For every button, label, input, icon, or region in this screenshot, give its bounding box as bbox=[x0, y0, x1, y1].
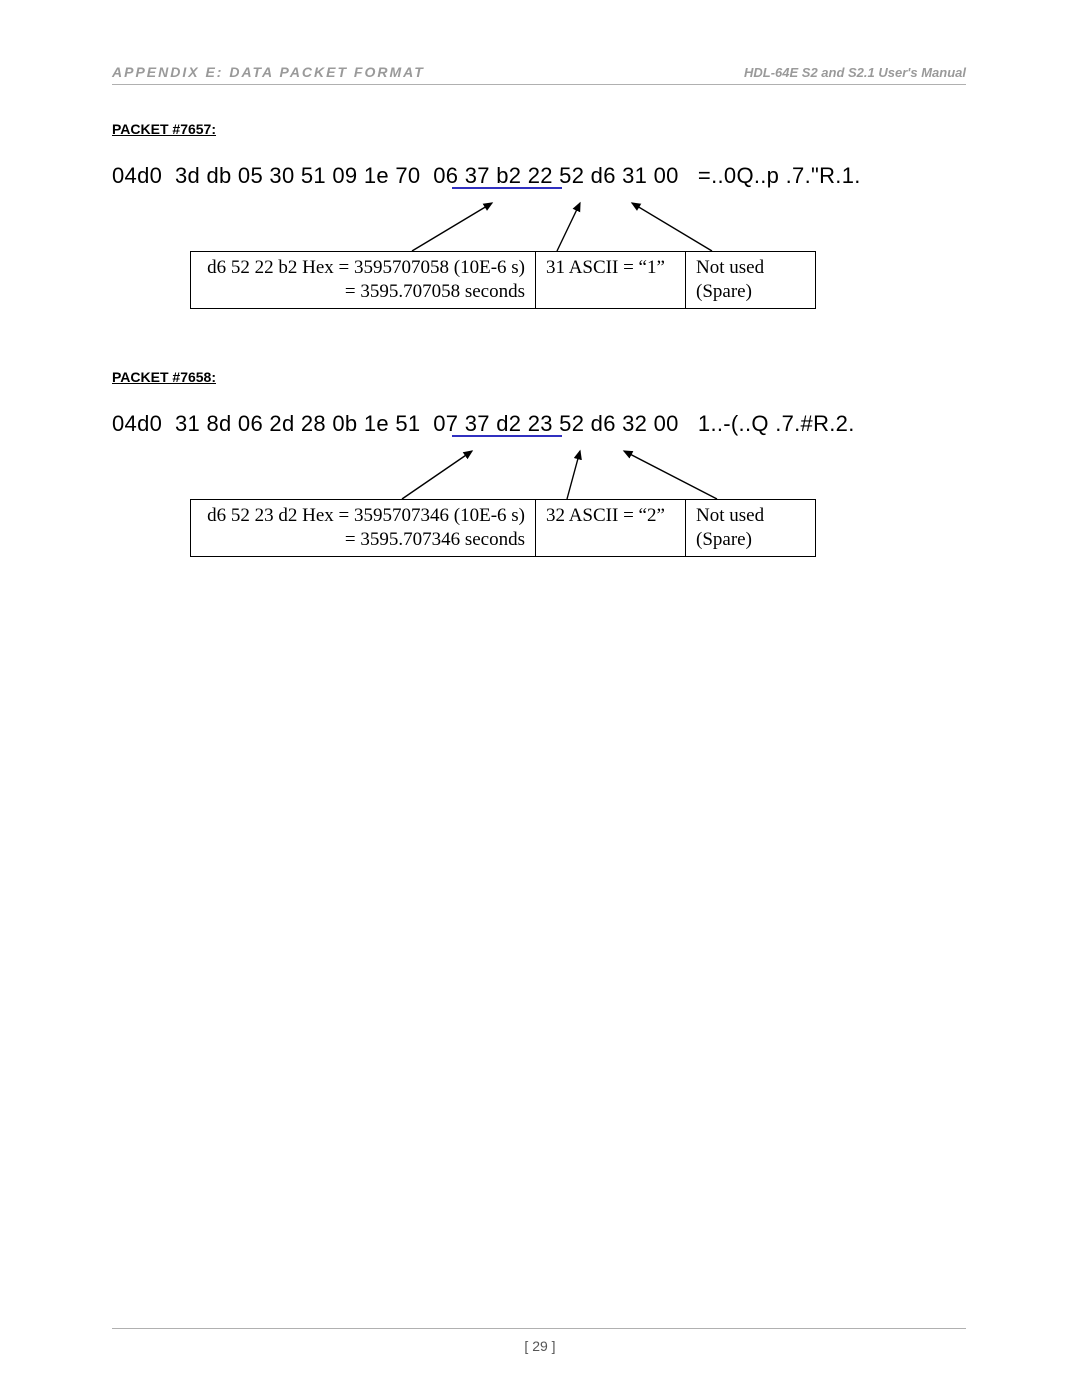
packet-1-cell-hex: d6 52 22 b2 Hex = 3595707058 (10E-6 s) =… bbox=[191, 252, 536, 309]
packet-2-cell-hex: d6 52 23 d2 Hex = 3595707346 (10E-6 s) =… bbox=[191, 500, 536, 557]
packet-1-diagram: d6 52 22 b2 Hex = 3595707058 (10E-6 s) =… bbox=[112, 193, 966, 323]
page-number: [ 29 ] bbox=[0, 1338, 1080, 1354]
packet-1-label: PACKET #7657: bbox=[112, 121, 966, 137]
text: Not used bbox=[696, 257, 764, 278]
text: Not used bbox=[696, 505, 764, 526]
packet-2-underline bbox=[452, 435, 562, 437]
packet-2-cell-ascii: 32 ASCII = “2” bbox=[536, 500, 686, 557]
text: d6 52 22 b2 Hex = 3595707058 (10E-6 s) bbox=[207, 257, 525, 278]
packet-2-cell-spare: Not used (Spare) bbox=[686, 500, 816, 557]
packet-1-cell-ascii: 31 ASCII = “1” bbox=[536, 252, 686, 309]
packet-2-label: PACKET #7658: bbox=[112, 369, 966, 385]
packet-2-hex: 04d0 31 8d 06 2d 28 0b 1e 51 07 37 d2 23… bbox=[112, 411, 966, 437]
packet-1: PACKET #7657: 04d0 3d db 05 30 51 09 1e … bbox=[112, 121, 966, 323]
text: = 3595.707346 seconds bbox=[345, 529, 525, 550]
packet-2-diagram: d6 52 23 d2 Hex = 3595707346 (10E-6 s) =… bbox=[112, 441, 966, 571]
packet-2-table: d6 52 23 d2 Hex = 3595707346 (10E-6 s) =… bbox=[190, 499, 816, 557]
packet-1-table: d6 52 22 b2 Hex = 3595707058 (10E-6 s) =… bbox=[190, 251, 816, 309]
page-header: APPENDIX E: DATA PACKET FORMAT HDL-64E S… bbox=[112, 64, 966, 85]
text: = 3595.707058 seconds bbox=[345, 281, 525, 302]
text: (Spare) bbox=[696, 529, 752, 550]
packet-2: PACKET #7658: 04d0 31 8d 06 2d 28 0b 1e … bbox=[112, 369, 966, 571]
packet-1-cell-spare: Not used (Spare) bbox=[686, 252, 816, 309]
packet-1-underline bbox=[452, 187, 562, 189]
header-left: APPENDIX E: DATA PACKET FORMAT bbox=[112, 64, 425, 80]
footer-rule bbox=[112, 1328, 966, 1329]
text: (Spare) bbox=[696, 281, 752, 302]
packet-1-hex: 04d0 3d db 05 30 51 09 1e 70 06 37 b2 22… bbox=[112, 163, 966, 189]
text: d6 52 23 d2 Hex = 3595707346 (10E-6 s) bbox=[207, 505, 525, 526]
header-right: HDL-64E S2 and S2.1 User's Manual bbox=[744, 65, 966, 80]
